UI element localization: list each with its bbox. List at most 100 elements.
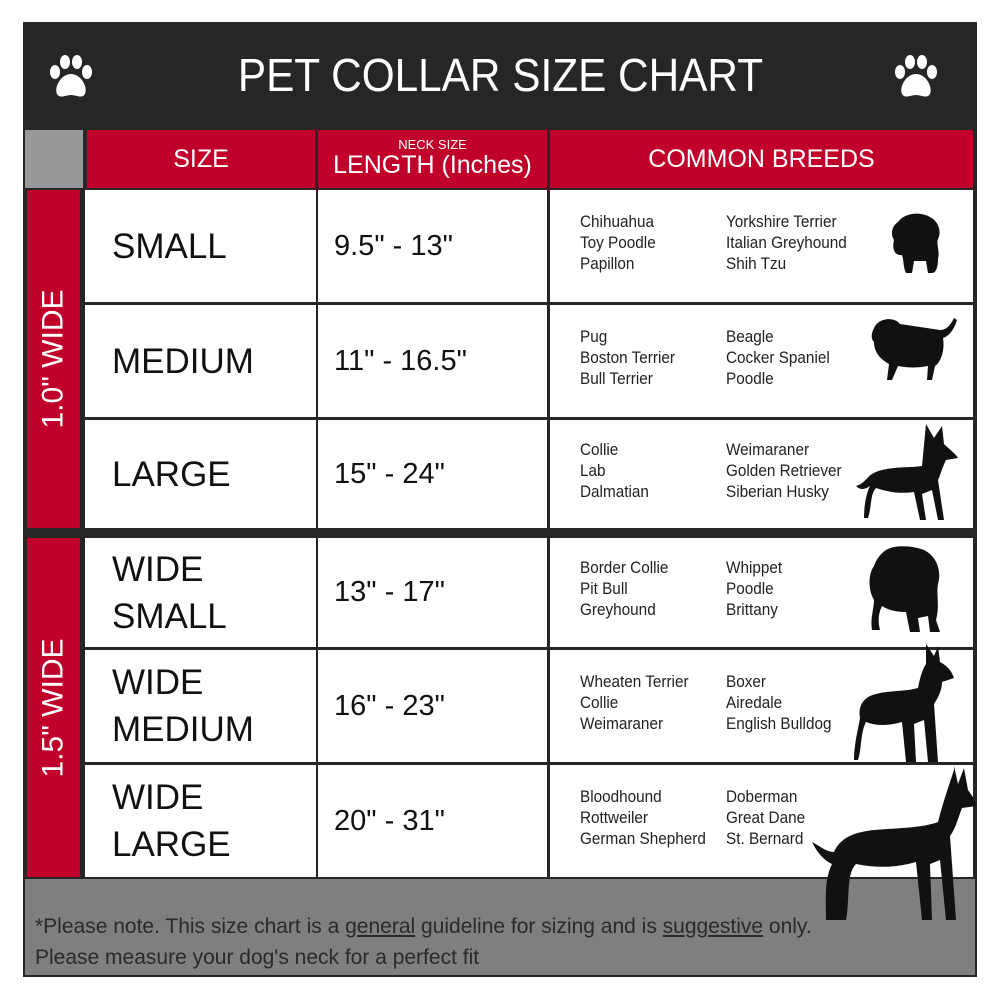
breed-name: Poodle bbox=[726, 368, 774, 388]
footer-line-1: *Please note. This size chart is a gener… bbox=[35, 915, 812, 938]
page-title: PET COLLAR SIZE CHART bbox=[237, 49, 763, 101]
husky-silhouette-icon bbox=[856, 424, 958, 520]
breed-name: Collie bbox=[580, 692, 619, 712]
breed-name: Toy Poodle bbox=[580, 232, 656, 252]
breeds-column-b: Weimaraner Golden Retriever Siberian Husky bbox=[726, 439, 842, 502]
size-label-line: WIDE bbox=[112, 778, 204, 817]
breed-name: Whippet bbox=[726, 558, 783, 577]
breed-name: Chihuahua bbox=[580, 211, 655, 231]
size-cell: SMALL bbox=[85, 190, 316, 302]
underline-suggestive: suggestive bbox=[662, 915, 764, 938]
length-value: 9.5" - 13" bbox=[334, 229, 453, 262]
small-dog-silhouette-icon bbox=[891, 213, 940, 273]
size-label-line: LARGE bbox=[112, 825, 231, 864]
length-value: 11" - 16.5" bbox=[334, 344, 467, 377]
breed-name: Collie bbox=[580, 439, 619, 459]
size-cell: WIDE LARGE bbox=[85, 765, 316, 877]
breed-name: Weimaraner bbox=[726, 439, 810, 459]
breeds-column-b: Yorkshire Terrier Italian Greyhound Shih T… bbox=[726, 211, 847, 274]
doberman-silhouette-icon bbox=[812, 766, 976, 920]
breeds-column-a: Collie Lab Dalmatian bbox=[580, 439, 649, 502]
size-label-line: LARGE bbox=[112, 454, 231, 494]
size-cell: LARGE bbox=[85, 420, 316, 528]
size-label-line: MEDIUM bbox=[112, 341, 254, 381]
breed-name: Bloodhound bbox=[580, 786, 662, 806]
breed-name: Weimaraner bbox=[580, 713, 664, 733]
breeds-column-b: Beagle Cocker Spaniel Poodle bbox=[726, 326, 830, 389]
length-cell: 15" - 24" bbox=[318, 420, 547, 528]
group-label-1in: 1.0" WIDE bbox=[27, 190, 80, 528]
title-bar: PET COLLAR SIZE CHART bbox=[23, 22, 977, 128]
breed-name: German Shepherd bbox=[580, 828, 706, 848]
size-label-line: SMALL bbox=[112, 226, 227, 266]
length-value: 20" - 31" bbox=[334, 804, 445, 837]
breeds-column-b: Boxer Airedale English Bulldog bbox=[726, 671, 831, 734]
breed-name: Pit Bull bbox=[580, 579, 628, 598]
header-breeds: COMMON BREEDS bbox=[550, 130, 973, 188]
breeds-column-b: Doberman Great Dane St. Bernard bbox=[726, 786, 805, 849]
header-size: SIZE bbox=[87, 130, 315, 188]
size-label-line: MEDIUM bbox=[112, 710, 254, 749]
breed-name: St. Bernard bbox=[726, 828, 804, 848]
breeds-cell: Bloodhound Rottweiler German Shepherd Dobe… bbox=[550, 765, 973, 877]
breed-name: Greyhound bbox=[580, 600, 656, 619]
header-length: NECK SIZE LENGTH (Inches) bbox=[318, 130, 547, 188]
size-label-line: WIDE bbox=[112, 663, 204, 702]
size-label-line: SMALL bbox=[112, 596, 227, 636]
breed-name: Boston Terrier bbox=[580, 347, 675, 367]
length-cell: 13" - 17" bbox=[318, 538, 547, 647]
breed-name: Pug bbox=[580, 326, 608, 346]
length-cell: 20" - 31" bbox=[318, 765, 547, 877]
breed-name: Beagle bbox=[726, 326, 774, 346]
breed-name: Golden Retriever bbox=[726, 460, 842, 480]
paw-icon bbox=[895, 55, 937, 97]
size-label-line: WIDE bbox=[112, 549, 204, 589]
corner-cell bbox=[25, 130, 83, 188]
breeds-cell: Collie Lab Dalmatian Weimaraner Golden Retr… bbox=[550, 420, 973, 528]
breed-name: Papillon bbox=[580, 253, 635, 273]
group-label-1-5in: 1.5" WIDE bbox=[27, 538, 80, 877]
breed-name: Lab bbox=[580, 460, 606, 480]
breed-name: Yorkshire Terrier bbox=[726, 211, 837, 231]
breed-name: Dalmatian bbox=[580, 481, 649, 501]
paw-icon bbox=[50, 55, 92, 97]
breed-name: Doberman bbox=[726, 786, 798, 806]
group-label-text: 1.0" WIDE bbox=[36, 289, 70, 429]
breed-name: Wheaten Terrier bbox=[580, 671, 689, 691]
breeds-cell: Pug Boston Terrier Bull Terrier Beagle Cock… bbox=[550, 305, 973, 417]
breed-name: Airedale bbox=[726, 692, 783, 712]
breed-name: Cocker Spaniel bbox=[726, 347, 830, 367]
breed-name: Poodle bbox=[726, 579, 774, 598]
group-label-text: 1.5" WIDE bbox=[36, 637, 70, 778]
breed-name: Siberian Husky bbox=[726, 481, 829, 501]
length-cell: 16" - 23" bbox=[318, 650, 547, 762]
breeds-column-a: Chihuahua Toy Poodle Papillon bbox=[580, 211, 656, 274]
breeds-column-a: Wheaten Terrier Collie Weimaraner bbox=[580, 671, 689, 734]
footer-line-2: Please measure your dog's neck for a per… bbox=[35, 946, 480, 969]
breed-name: Brittany bbox=[726, 600, 778, 619]
underline-general: general bbox=[345, 915, 416, 938]
breeds-column-a: Pug Boston Terrier Bull Terrier bbox=[580, 326, 675, 389]
size-cell: WIDE MEDIUM bbox=[85, 650, 316, 762]
length-value: 16" - 23" bbox=[334, 689, 445, 722]
breed-name: Italian Greyhound bbox=[726, 232, 847, 252]
breed-name: Border Collie bbox=[580, 558, 669, 577]
breed-name: Rottweiler bbox=[580, 807, 649, 827]
breed-name: Shih Tzu bbox=[726, 253, 787, 273]
bulldog-silhouette-icon bbox=[869, 546, 940, 632]
length-cell: 9.5" - 13" bbox=[318, 190, 547, 302]
breed-name: English Bulldog bbox=[726, 713, 832, 733]
breed-name: Great Dane bbox=[726, 807, 806, 827]
length-value: 15" - 24" bbox=[334, 457, 445, 490]
length-value: 13" - 17" bbox=[334, 576, 445, 608]
breed-name: Boxer bbox=[726, 671, 766, 691]
footer-note: *Please note. This size chart is a gener… bbox=[25, 879, 975, 975]
pitbull-silhouette-icon bbox=[854, 644, 954, 762]
size-cell: MEDIUM bbox=[85, 305, 316, 417]
length-cell: 11" - 16.5" bbox=[318, 305, 547, 417]
header-length-label: LENGTH (Inches) bbox=[333, 150, 532, 179]
header-size-label: SIZE bbox=[173, 144, 229, 173]
size-cell: WIDE SMALL bbox=[85, 538, 316, 647]
breed-name: Bull Terrier bbox=[580, 368, 653, 388]
breeds-column-a: Bloodhound Rottweiler German Shepherd bbox=[580, 786, 706, 849]
